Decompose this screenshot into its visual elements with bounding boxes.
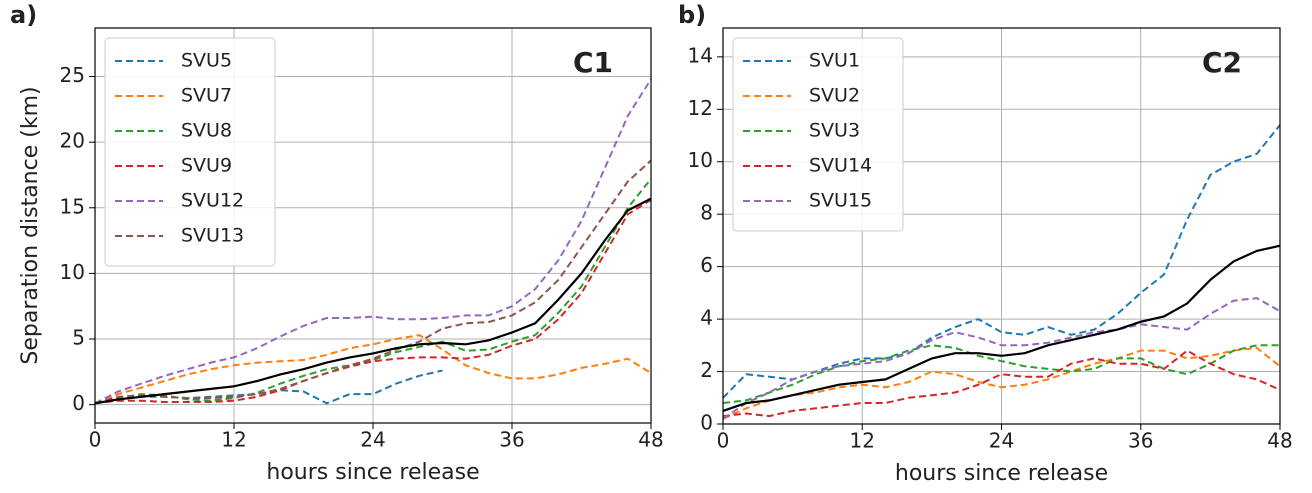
plot-frame: [94, 27, 652, 424]
legend-label: SVU5: [181, 50, 232, 72]
series-line: [94, 197, 652, 405]
x-axis-label: hours since release: [266, 460, 479, 485]
panel: 0 12 24 36 48 0 5 10 15 20 25 SVU5 SVU7 SVU8 SVU9 SVU12…: [10, 1, 664, 485]
legend-label: SVU2: [809, 85, 860, 107]
series-line: [722, 244, 1281, 412]
x-tick-label: 12: [221, 428, 246, 452]
series-line: [94, 159, 652, 405]
legend-label: SVU3: [809, 120, 860, 142]
series-line: [722, 344, 1280, 404]
x-tick-label: 0: [89, 428, 102, 452]
series-line: [94, 369, 443, 405]
x-tick-label: 24: [360, 428, 385, 452]
x-tick-label: 36: [499, 428, 524, 452]
legend: SVU1 SVU2 SVU3 SVU14 SVU15: [732, 37, 904, 232]
y-tick-label: 15: [60, 194, 85, 218]
y-tick-label: 0: [700, 411, 713, 435]
y-tick-label: 0: [72, 391, 85, 415]
series-line: [722, 346, 1281, 420]
annotation: C1: [573, 46, 613, 79]
plot-frame: [722, 27, 1281, 425]
y-tick-label: 2: [700, 358, 713, 382]
legend: SVU5 SVU7 SVU8 SVU9 SVU12 SVU13: [104, 37, 276, 267]
series-line: [94, 178, 652, 405]
legend-label: SVU13: [181, 225, 244, 247]
y-tick-label: 5: [72, 326, 85, 350]
series-line: [722, 349, 1281, 418]
panel-label: a): [10, 1, 37, 29]
y-tick-label: 25: [60, 63, 85, 87]
series-line: [722, 297, 1281, 420]
panel-label: b): [678, 1, 706, 29]
y-tick-label: 4: [700, 306, 713, 330]
y-tick-label: 10: [688, 148, 713, 172]
x-tick-label: 36: [1128, 429, 1153, 453]
y-axis-label: Separation distance (km): [18, 86, 43, 364]
legend-label: SVU8: [181, 120, 232, 142]
x-tick-label: 48: [1267, 429, 1292, 453]
y-tick-label: 8: [700, 201, 713, 225]
legend-label: SVU14: [809, 155, 872, 177]
legend-box: [104, 37, 276, 267]
legend-label: SVU1: [809, 50, 860, 72]
series-line: [94, 199, 652, 405]
y-tick-label: 10: [60, 260, 85, 284]
legend-label: SVU15: [809, 190, 872, 212]
y-tick-label: 12: [688, 96, 713, 120]
legend-label: SVU12: [181, 190, 244, 212]
annotation: C2: [1202, 46, 1242, 79]
legend-box: [732, 37, 904, 232]
x-axis-label: hours since release: [895, 461, 1108, 486]
series-line: [94, 78, 652, 405]
y-tick-label: 6: [700, 253, 713, 277]
x-tick-label: 0: [717, 429, 730, 453]
x-tick-label: 48: [638, 428, 663, 452]
x-tick-label: 12: [850, 429, 875, 453]
y-tick-label: 14: [688, 43, 713, 67]
y-tick-label: 20: [60, 129, 85, 153]
x-tick-label: 24: [989, 429, 1014, 453]
legend-label: SVU7: [181, 85, 232, 107]
legend-label: SVU9: [181, 155, 232, 177]
